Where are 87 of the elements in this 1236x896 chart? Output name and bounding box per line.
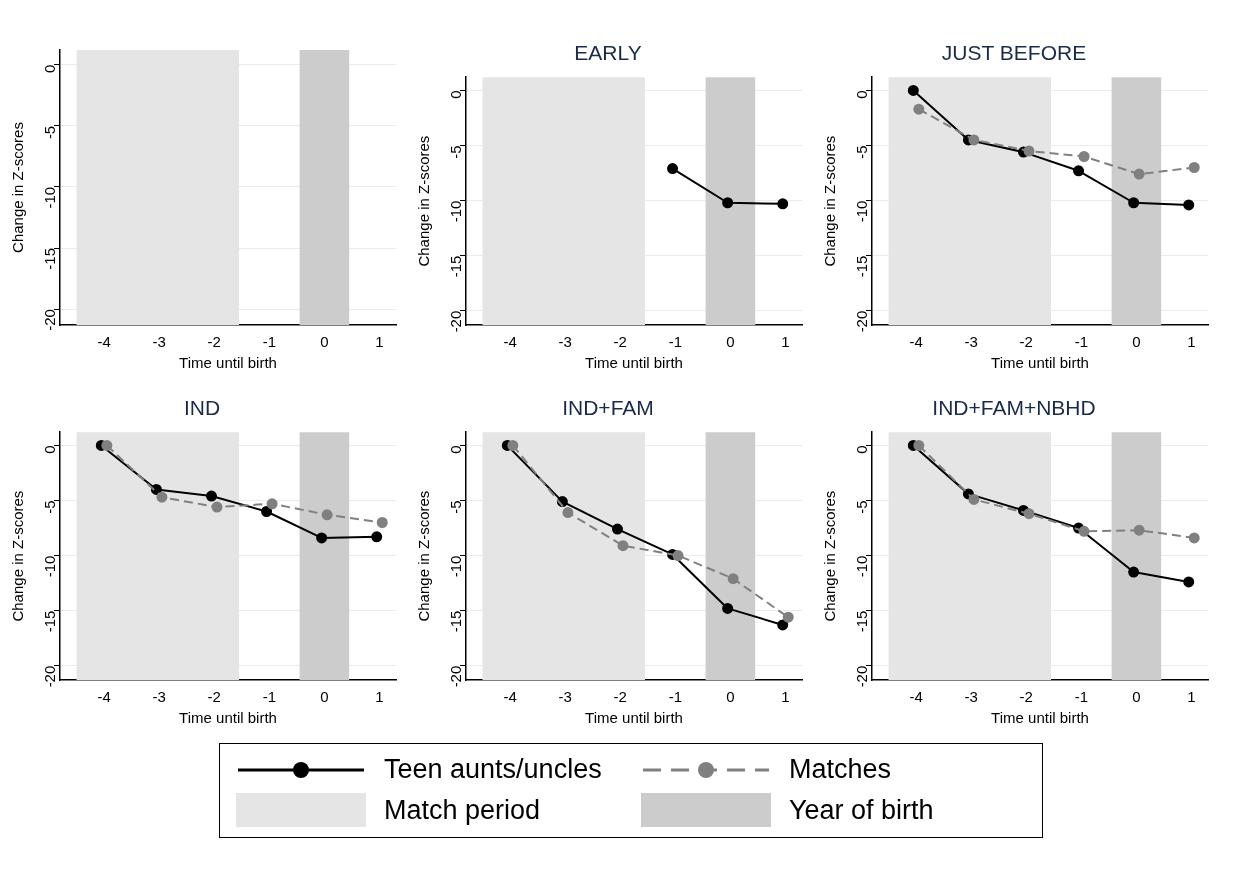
legend-label: Year of birth xyxy=(789,794,934,826)
chart-title: IND+FAM+NBHD xyxy=(932,396,1096,420)
x-tick-label: -1 xyxy=(262,688,276,706)
y-tick-label: 0 xyxy=(853,90,871,99)
y-tick-label: 0 xyxy=(41,64,59,74)
y-tick-label: -15 xyxy=(41,610,59,633)
y-tick-label: -5 xyxy=(41,500,59,514)
y-tick-label: -15 xyxy=(447,610,465,633)
x-tick-label: -4 xyxy=(503,688,517,706)
y-tick-label: -10 xyxy=(41,555,59,578)
x-tick-label: -2 xyxy=(1019,688,1033,706)
y-axis-title: Change in Z-scores xyxy=(9,122,27,253)
y-axis-title: Change in Z-scores xyxy=(415,135,433,267)
x-tick-label: 1 xyxy=(375,333,384,351)
x-tick-label: 0 xyxy=(320,688,329,706)
x-tick-label: -2 xyxy=(207,688,221,706)
x-tick-label: -3 xyxy=(964,333,978,351)
y-tick-label: -20 xyxy=(41,309,59,331)
x-axis-title: Time until birth xyxy=(585,354,683,372)
y-tick-label: -15 xyxy=(853,610,871,633)
y-tick-label: -20 xyxy=(41,665,59,688)
y-tick-label: -15 xyxy=(41,248,59,270)
x-axis-title: Time until birth xyxy=(991,354,1089,372)
y-tick-label: -10 xyxy=(853,555,871,578)
x-axis-title: Time until birth xyxy=(991,709,1089,727)
y-tick-label: -15 xyxy=(853,255,871,278)
y-tick-label: -5 xyxy=(853,145,871,159)
x-tick-label: -1 xyxy=(1074,333,1088,351)
x-tick-label: -4 xyxy=(97,688,111,706)
x-tick-label: -1 xyxy=(668,333,682,351)
x-tick-label: -2 xyxy=(613,688,627,706)
y-tick-label: -10 xyxy=(853,200,871,223)
y-tick-label: -10 xyxy=(41,186,59,209)
y-tick-label: -5 xyxy=(41,125,59,140)
y-tick-label: -15 xyxy=(447,255,465,278)
y-tick-label: 0 xyxy=(853,445,871,454)
y-axis-title: Change in Z-scores xyxy=(9,490,27,622)
legend-label: Teen aunts/uncles xyxy=(384,754,602,785)
y-tick-label: -20 xyxy=(447,665,465,688)
x-tick-label: -3 xyxy=(964,688,978,706)
x-tick-label: -2 xyxy=(207,333,221,351)
x-tick-label: -1 xyxy=(262,333,276,351)
y-axis-title: Change in Z-scores xyxy=(415,490,433,622)
x-tick-label: 1 xyxy=(781,333,790,351)
y-tick-label: -10 xyxy=(447,555,465,578)
x-tick-label: -3 xyxy=(558,333,572,351)
y-tick-label: -20 xyxy=(853,665,871,688)
x-axis-title: Time until birth xyxy=(179,709,277,727)
legend-label: Matches xyxy=(789,754,892,785)
chart-title: IND+FAM xyxy=(562,396,654,420)
x-axis-title: Time until birth xyxy=(585,709,683,727)
y-tick-label: -20 xyxy=(853,310,871,333)
x-tick-label: -2 xyxy=(613,333,627,351)
x-tick-label: 1 xyxy=(1187,333,1196,351)
x-tick-label: -1 xyxy=(668,688,682,706)
y-axis-title: Change in Z-scores xyxy=(821,135,839,267)
y-tick-label: 0 xyxy=(447,445,465,454)
y-tick-label: -10 xyxy=(447,200,465,223)
x-tick-label: 0 xyxy=(726,333,735,351)
y-tick-label: 0 xyxy=(447,90,465,99)
x-tick-label: -4 xyxy=(503,333,517,351)
y-tick-label: -5 xyxy=(447,500,465,514)
x-tick-label: -4 xyxy=(97,333,111,351)
y-tick-label: -5 xyxy=(447,145,465,159)
x-tick-label: -2 xyxy=(1019,333,1033,351)
x-tick-label: 1 xyxy=(375,688,384,706)
y-axis-title: Change in Z-scores xyxy=(821,490,839,622)
x-tick-label: -3 xyxy=(558,688,572,706)
chart-title: JUST BEFORE xyxy=(941,41,1087,65)
x-tick-label: 0 xyxy=(320,333,329,351)
y-tick-label: 0 xyxy=(41,445,59,454)
x-tick-label: -1 xyxy=(1074,688,1088,706)
x-tick-label: 1 xyxy=(781,688,790,706)
x-tick-label: -3 xyxy=(152,688,166,706)
y-tick-label: -20 xyxy=(447,310,465,333)
x-tick-label: -3 xyxy=(152,333,166,351)
x-tick-label: -4 xyxy=(909,333,923,351)
legend-label: Match period xyxy=(384,794,541,826)
y-tick-label: -5 xyxy=(853,500,871,514)
x-axis-title: Time until birth xyxy=(179,354,277,372)
x-tick-label: 1 xyxy=(1187,688,1196,706)
chart-title: IND xyxy=(183,396,221,420)
x-tick-label: -4 xyxy=(909,688,923,706)
x-tick-label: 0 xyxy=(1132,688,1141,706)
chart-title: EARLY xyxy=(574,41,642,65)
x-tick-label: 0 xyxy=(726,688,735,706)
x-tick-label: 0 xyxy=(1132,333,1141,351)
